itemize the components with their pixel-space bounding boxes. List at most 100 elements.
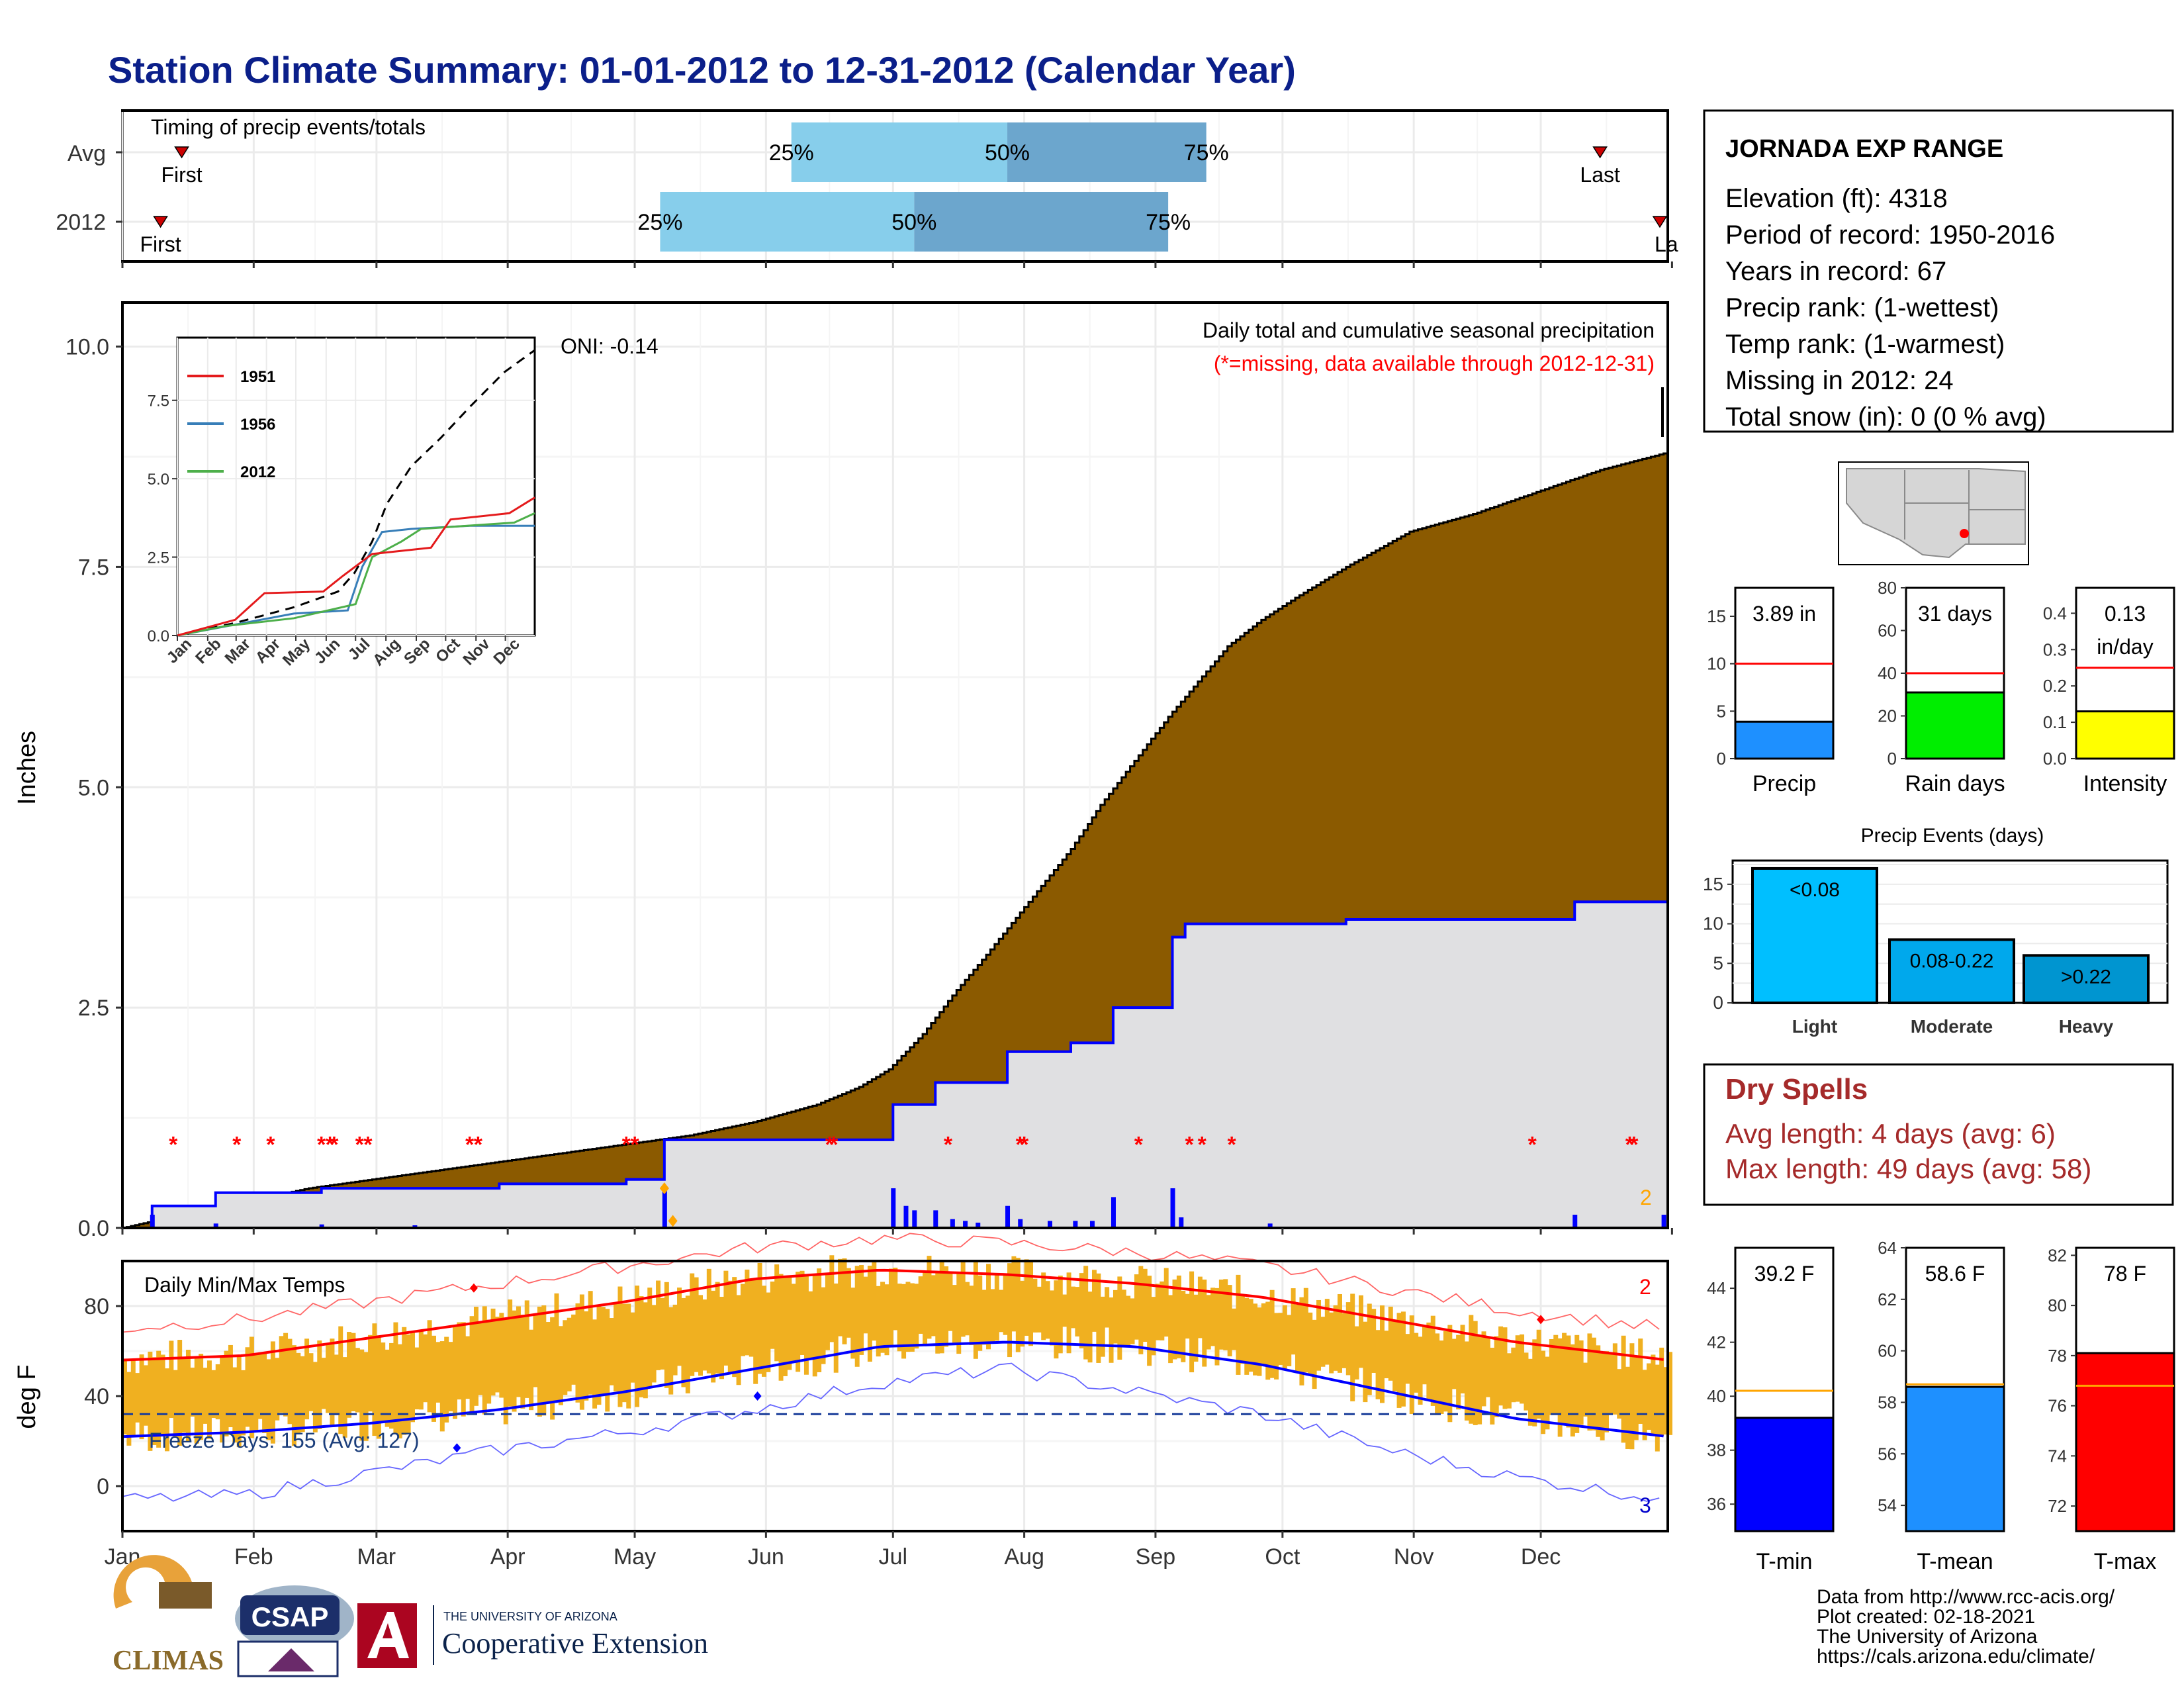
daily-temp-bar bbox=[787, 1275, 792, 1370]
events-y-tick-label: 10 bbox=[1703, 914, 1723, 934]
events-bar bbox=[1888, 938, 2015, 1005]
missing-marker: * bbox=[330, 1133, 339, 1158]
daily-temp-bar bbox=[901, 1284, 907, 1359]
daily-temp-bar bbox=[1375, 1330, 1381, 1399]
daily-temp-bar bbox=[533, 1314, 538, 1387]
daily-precip-bar bbox=[950, 1219, 955, 1228]
daily-temp-bar bbox=[588, 1291, 593, 1395]
daily-temp-bar bbox=[821, 1287, 826, 1364]
daily-temp-bar bbox=[300, 1356, 305, 1432]
daily-temp-bar bbox=[1045, 1281, 1050, 1339]
daily-temp-bar bbox=[376, 1335, 381, 1439]
temp-y-tick-label: 40 bbox=[84, 1384, 109, 1409]
daily-temp-bar bbox=[545, 1322, 551, 1402]
daily-temp-bar bbox=[774, 1264, 780, 1362]
precip-y-tick-label: 0.0 bbox=[78, 1216, 109, 1241]
missing-marker: * bbox=[630, 1133, 639, 1158]
daily-temp-bar bbox=[550, 1317, 555, 1420]
daily-temp-bar bbox=[1549, 1339, 1554, 1415]
timing-pct-label: 50% bbox=[891, 210, 936, 235]
daily-temp-bar bbox=[1604, 1351, 1610, 1432]
daily-temp-bar bbox=[185, 1350, 191, 1442]
daily-temp-bar bbox=[1091, 1270, 1097, 1332]
daily-temp-bar bbox=[614, 1303, 619, 1392]
daily-temp-bar bbox=[931, 1275, 936, 1336]
daily-temp-bar bbox=[1668, 1352, 1672, 1435]
daily-temp-bar bbox=[571, 1314, 576, 1385]
daily-temp-bar bbox=[529, 1329, 534, 1411]
missing-marker: * bbox=[1185, 1133, 1194, 1158]
first-marker bbox=[174, 146, 189, 159]
daily-temp-bar bbox=[1524, 1352, 1529, 1411]
summary-y-tick-label: 76 bbox=[2048, 1396, 2067, 1416]
daily-temp-bar bbox=[342, 1357, 347, 1438]
daily-temp-bar bbox=[558, 1326, 563, 1405]
record-marker bbox=[1537, 1315, 1545, 1325]
daily-temp-bar bbox=[1638, 1338, 1643, 1424]
daily-temp-bar bbox=[1269, 1289, 1275, 1378]
daily-temp-bar bbox=[279, 1336, 284, 1413]
daily-temp-bar bbox=[812, 1274, 817, 1377]
daily-temp-bar bbox=[326, 1344, 331, 1413]
daily-temp-bar bbox=[1536, 1329, 1541, 1419]
missing-marker: * bbox=[1016, 1133, 1025, 1158]
daily-temp-bar bbox=[817, 1268, 822, 1372]
daily-temp-bar bbox=[630, 1312, 635, 1383]
daily-temp-bar bbox=[296, 1352, 301, 1434]
daily-temp-bar bbox=[385, 1349, 390, 1427]
daily-temp-bar bbox=[1320, 1317, 1326, 1367]
daily-temp-bar bbox=[1608, 1352, 1614, 1414]
daily-temp-bar bbox=[1451, 1338, 1457, 1389]
daily-temp-bar bbox=[439, 1341, 445, 1432]
daily-temp-bar bbox=[1227, 1285, 1232, 1356]
missing-marker: * bbox=[1020, 1133, 1029, 1158]
ua-small-text: THE UNIVERSITY OF ARIZONA bbox=[443, 1610, 617, 1623]
dry-spells-box: Dry Spells Avg length: 4 days (avg: 6) M… bbox=[1703, 1063, 2174, 1206]
daily-temp-bar bbox=[1418, 1336, 1423, 1405]
daily-temp-bar bbox=[1020, 1280, 1025, 1347]
station-location-marker bbox=[1960, 529, 1969, 538]
daily-temp-bar bbox=[512, 1310, 517, 1412]
daily-temp-bar bbox=[1253, 1303, 1258, 1376]
daily-temp-bar bbox=[909, 1283, 915, 1352]
daily-temp-bar bbox=[672, 1304, 678, 1376]
daily-temp-bar bbox=[850, 1288, 856, 1359]
daily-temp-bar bbox=[1553, 1335, 1559, 1415]
daily-temp-bar bbox=[1113, 1289, 1118, 1344]
daily-temp-bar bbox=[1007, 1263, 1013, 1358]
summary-panel-label: T-min bbox=[1756, 1549, 1813, 1574]
daily-temp-bar bbox=[1350, 1293, 1355, 1401]
daily-temp-bar bbox=[139, 1354, 144, 1440]
daily-temp-bar bbox=[596, 1304, 602, 1405]
daily-temp-bar bbox=[1464, 1341, 1469, 1421]
daily-temp-bar bbox=[1456, 1335, 1461, 1410]
daily-temp-bar bbox=[1248, 1299, 1253, 1372]
daily-temp-bar bbox=[944, 1266, 949, 1347]
daily-temp-bar bbox=[888, 1268, 893, 1345]
daily-temp-bar bbox=[1202, 1279, 1207, 1367]
daily-temp-bar bbox=[126, 1372, 132, 1446]
daily-temp-bar bbox=[1651, 1354, 1656, 1435]
daily-temp-bar bbox=[884, 1284, 889, 1356]
daily-temp-bar bbox=[1308, 1312, 1313, 1376]
daily-temp-bar bbox=[1024, 1259, 1029, 1336]
daily-temp-bar bbox=[211, 1370, 216, 1419]
daily-temp-bar bbox=[1206, 1295, 1211, 1350]
daily-temp-bar bbox=[563, 1320, 568, 1395]
daily-temp-bar bbox=[994, 1274, 999, 1341]
daily-temp-bar bbox=[1371, 1309, 1377, 1373]
daily-temp-bar bbox=[1257, 1307, 1262, 1376]
daily-temp-bar bbox=[1172, 1279, 1177, 1360]
summary-value-label: 31 days bbox=[1918, 602, 1992, 626]
daily-precip-bar bbox=[1661, 1215, 1666, 1228]
daily-temp-bar bbox=[1359, 1295, 1363, 1368]
missing-marker: * bbox=[829, 1133, 839, 1158]
daily-temp-bar bbox=[1596, 1345, 1601, 1437]
daily-temp-bar bbox=[1562, 1333, 1567, 1425]
summary-value-label: 39.2 F bbox=[1754, 1262, 1815, 1286]
temp-x-tick-label: Sep bbox=[1136, 1544, 1176, 1570]
summary-y-tick-label: 5 bbox=[1717, 701, 1726, 721]
daily-temp-bar bbox=[1117, 1276, 1122, 1360]
summary-panel-label: Rain days bbox=[1905, 771, 2005, 796]
